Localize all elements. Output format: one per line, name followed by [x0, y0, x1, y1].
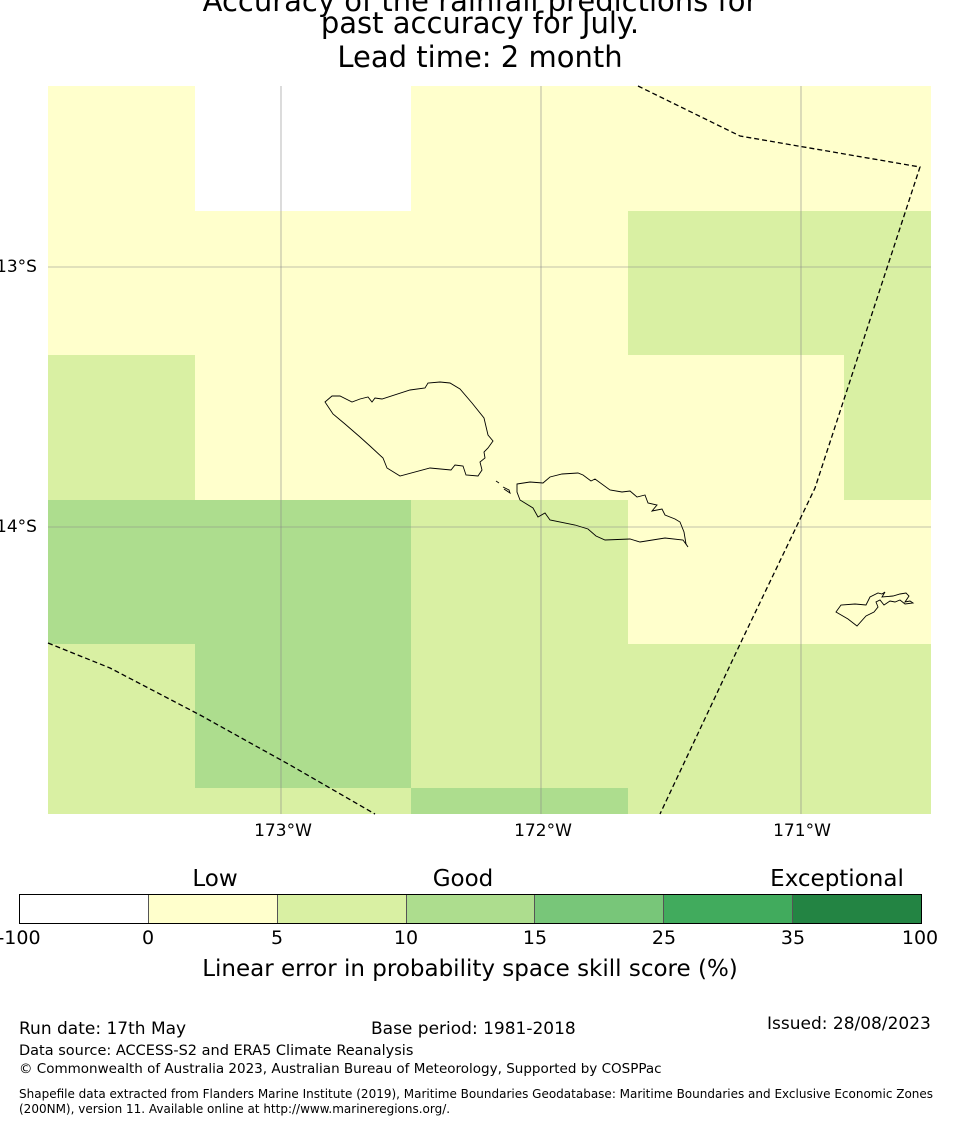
copyright: © Commonwealth of Australia 2023, Austra…	[19, 1061, 662, 1077]
grid-cell	[48, 211, 628, 355]
colorbar-tick: 5	[270, 927, 284, 949]
data-source: Data source: ACCESS-S2 and ERA5 Climate …	[19, 1043, 414, 1059]
issued-date: Issued: 28/08/2023	[767, 1014, 931, 1034]
eez-boundary	[47, 85, 921, 815]
shapefile-credit-line-2: (200NM), version 11. Available online at…	[19, 1102, 451, 1116]
colorbar-segment	[793, 895, 922, 923]
grid-cell	[628, 644, 931, 814]
grid-cell	[48, 355, 195, 500]
colorbar-segment	[535, 895, 665, 923]
map-title-line-1: Accuracy of the rainfall predictions for	[202, 0, 758, 18]
colorbar-tick: 35	[780, 927, 806, 949]
grid-cell	[411, 644, 628, 788]
grid-cell	[628, 211, 931, 355]
colorbar-tick: 15	[522, 927, 548, 949]
grid-cell	[195, 644, 411, 788]
grid-cell	[411, 500, 628, 644]
colorbar-segment	[277, 895, 407, 923]
colorbar-tick: 10	[393, 927, 419, 949]
colorbar-segment	[664, 895, 794, 923]
lon-label-173w: 173°W	[254, 821, 312, 841]
coastline	[324, 381, 915, 627]
colorbar-tick: 25	[651, 927, 677, 949]
grid-cell	[411, 86, 931, 211]
grid-cell	[844, 355, 931, 500]
grid-cell	[628, 500, 931, 644]
colorbar-tick: -100	[0, 927, 41, 949]
grid-cell	[195, 86, 411, 211]
map-title-line-3: Lead time: 2 month	[337, 40, 623, 74]
colorbar-category-low: Low	[192, 866, 238, 892]
colorbar	[19, 894, 922, 924]
run-date: Run date: 17th May	[19, 1019, 187, 1039]
grid-cell	[195, 788, 411, 814]
lat-label-13s: 13°S	[0, 257, 37, 277]
grid-cell	[411, 788, 628, 814]
lat-label-14s: 14°S	[0, 517, 37, 537]
colorbar-tick: 0	[141, 927, 155, 949]
base-period: Base period: 1981-2018	[371, 1019, 576, 1039]
graticule	[48, 86, 931, 814]
map-title-line-2: past accuracy for July.	[320, 6, 640, 40]
skill-grid-cells	[48, 86, 931, 814]
shapefile-credit-line-1: Shapefile data extracted from Flanders M…	[19, 1087, 934, 1101]
colorbar-segment	[148, 895, 278, 923]
colorbar-category-exceptional: Exceptional	[770, 866, 904, 892]
grid-cell	[48, 500, 411, 644]
lon-label-171w: 171°W	[773, 821, 831, 841]
grid-cell	[48, 644, 195, 814]
lon-label-172w: 172°W	[514, 821, 572, 841]
skill-map	[47, 85, 931, 815]
grid-cell	[195, 355, 844, 500]
colorbar-label: Linear error in probability space skill …	[202, 956, 738, 982]
colorbar-tick: 100	[901, 927, 939, 949]
grid-cell	[48, 86, 195, 211]
colorbar-segment	[406, 895, 536, 923]
colorbar-category-good: Good	[432, 866, 494, 892]
colorbar-segment	[20, 895, 149, 923]
